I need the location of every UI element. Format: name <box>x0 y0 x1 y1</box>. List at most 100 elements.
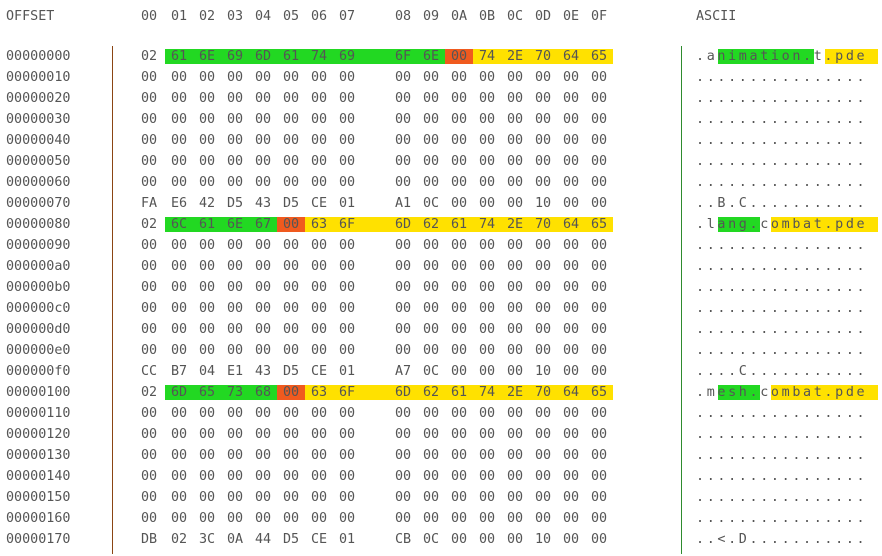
hex-byte[interactable]: 02 <box>140 217 158 232</box>
hex-byte[interactable]: 63 <box>310 385 328 400</box>
hex-byte[interactable]: 00 <box>226 490 244 505</box>
hex-byte[interactable]: 00 <box>506 448 524 463</box>
hex-byte[interactable]: 00 <box>226 175 244 190</box>
hex-byte[interactable]: 00 <box>450 469 468 484</box>
hex-byte[interactable]: 00 <box>140 154 158 169</box>
row-offset[interactable]: 000000c0 <box>6 301 71 316</box>
hex-byte[interactable]: 6C <box>170 217 188 232</box>
row-offset[interactable]: 000000f0 <box>6 364 71 379</box>
hex-byte[interactable]: 00 <box>140 238 158 253</box>
hex-byte[interactable]: 00 <box>590 427 608 442</box>
hex-byte[interactable]: 00 <box>394 301 412 316</box>
hex-byte[interactable]: 00 <box>310 175 328 190</box>
hex-byte[interactable]: 00 <box>140 427 158 442</box>
hex-byte[interactable]: 00 <box>506 133 524 148</box>
hex-byte[interactable]: 00 <box>534 343 552 358</box>
hex-byte[interactable]: 00 <box>422 175 440 190</box>
hex-byte[interactable]: 00 <box>394 511 412 526</box>
hex-byte[interactable]: 00 <box>310 91 328 106</box>
hex-byte[interactable]: 2E <box>506 49 524 64</box>
hex-byte[interactable]: 00 <box>506 343 524 358</box>
hex-byte[interactable]: 00 <box>282 511 300 526</box>
hex-byte[interactable]: 00 <box>478 154 496 169</box>
row-offset[interactable]: 00000040 <box>6 133 71 148</box>
hex-byte[interactable]: 01 <box>338 196 356 211</box>
hex-byte[interactable]: 00 <box>506 427 524 442</box>
hex-byte[interactable]: 02 <box>140 385 158 400</box>
hex-byte[interactable]: 00 <box>140 406 158 421</box>
hex-byte[interactable]: 00 <box>534 238 552 253</box>
hex-byte[interactable]: 00 <box>226 280 244 295</box>
hex-byte[interactable]: CB <box>394 532 412 547</box>
hex-byte[interactable]: 00 <box>170 322 188 337</box>
hex-byte[interactable]: 00 <box>590 322 608 337</box>
hex-byte[interactable]: 6F <box>394 49 412 64</box>
hex-byte[interactable]: 00 <box>450 175 468 190</box>
hex-byte[interactable]: 00 <box>338 322 356 337</box>
hex-byte[interactable]: 00 <box>282 469 300 484</box>
row-offset[interactable]: 00000140 <box>6 469 71 484</box>
hex-byte[interactable]: 00 <box>198 154 216 169</box>
hex-byte[interactable]: 00 <box>590 469 608 484</box>
row-offset[interactable]: 000000b0 <box>6 280 71 295</box>
hex-byte[interactable]: 00 <box>226 238 244 253</box>
hex-byte[interactable]: 00 <box>590 154 608 169</box>
hex-byte[interactable]: D5 <box>226 196 244 211</box>
hex-byte[interactable]: 6E <box>226 217 244 232</box>
hex-byte[interactable]: 00 <box>394 175 412 190</box>
hex-byte[interactable]: 00 <box>140 490 158 505</box>
hex-byte[interactable]: D5 <box>282 196 300 211</box>
hex-byte[interactable]: 00 <box>562 196 580 211</box>
hex-byte[interactable]: A1 <box>394 196 412 211</box>
ascii-text[interactable]: ................ <box>696 511 868 526</box>
hex-byte[interactable]: 00 <box>338 511 356 526</box>
hex-byte[interactable]: 00 <box>140 511 158 526</box>
ascii-text[interactable]: ..B.C........... <box>696 196 868 211</box>
hex-byte[interactable]: E6 <box>170 196 188 211</box>
hex-byte[interactable]: 70 <box>534 49 552 64</box>
hex-byte[interactable]: 00 <box>140 259 158 274</box>
hex-byte[interactable]: 00 <box>478 343 496 358</box>
hex-byte[interactable]: 00 <box>590 406 608 421</box>
hex-byte[interactable]: 00 <box>338 448 356 463</box>
ascii-text[interactable]: ................ <box>696 427 868 442</box>
hex-byte[interactable]: 00 <box>450 490 468 505</box>
hex-byte[interactable]: 00 <box>450 238 468 253</box>
hex-byte[interactable]: 00 <box>170 427 188 442</box>
hex-byte[interactable]: 63 <box>310 217 328 232</box>
hex-byte[interactable]: 00 <box>310 448 328 463</box>
hex-byte[interactable]: 74 <box>478 217 496 232</box>
ascii-text[interactable]: .mesh.combat.pde <box>696 385 868 400</box>
ascii-text[interactable]: ................ <box>696 280 868 295</box>
hex-byte[interactable]: CE <box>310 532 328 547</box>
hex-byte[interactable]: 00 <box>338 490 356 505</box>
hex-byte[interactable]: 00 <box>450 343 468 358</box>
hex-byte[interactable]: 00 <box>422 427 440 442</box>
hex-byte[interactable]: 00 <box>506 490 524 505</box>
hex-byte[interactable]: 00 <box>422 112 440 127</box>
hex-byte[interactable]: 00 <box>590 448 608 463</box>
hex-byte[interactable]: 00 <box>338 280 356 295</box>
hex-byte[interactable]: 00 <box>282 343 300 358</box>
hex-byte[interactable]: 00 <box>590 91 608 106</box>
row-offset[interactable]: 00000060 <box>6 175 71 190</box>
row-offset[interactable]: 00000010 <box>6 70 71 85</box>
ascii-text[interactable]: ....C........... <box>696 364 868 379</box>
hex-byte[interactable]: 00 <box>478 301 496 316</box>
hex-byte[interactable]: 00 <box>478 532 496 547</box>
hex-byte[interactable]: 00 <box>506 154 524 169</box>
hex-byte[interactable]: 00 <box>534 448 552 463</box>
hex-byte[interactable]: 00 <box>282 70 300 85</box>
hex-byte[interactable]: 00 <box>198 469 216 484</box>
hex-byte[interactable]: 00 <box>450 448 468 463</box>
hex-byte[interactable]: 00 <box>310 406 328 421</box>
hex-byte[interactable]: 00 <box>170 301 188 316</box>
hex-byte[interactable]: 00 <box>282 238 300 253</box>
hex-byte[interactable]: 00 <box>140 175 158 190</box>
hex-byte[interactable]: 00 <box>534 133 552 148</box>
hex-byte[interactable]: B7 <box>170 364 188 379</box>
hex-byte[interactable]: 00 <box>310 70 328 85</box>
hex-byte[interactable]: 00 <box>198 238 216 253</box>
hex-byte[interactable]: 43 <box>254 196 272 211</box>
hex-byte[interactable]: 00 <box>254 70 272 85</box>
